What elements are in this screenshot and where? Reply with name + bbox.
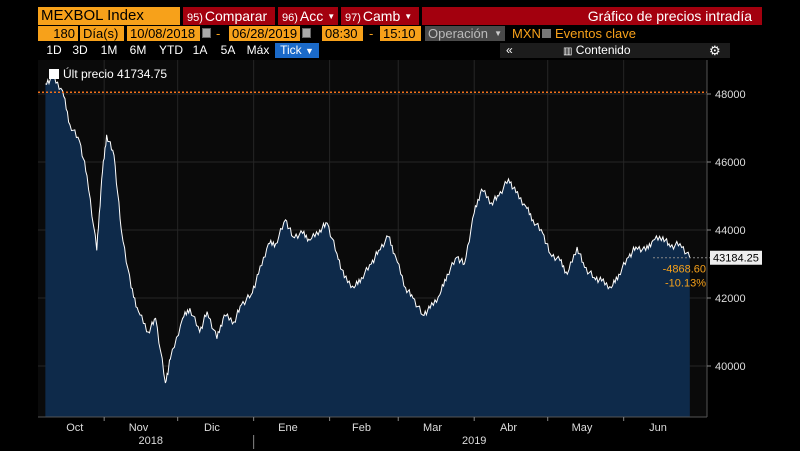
- period-button-max[interactable]: Máx: [246, 43, 270, 57]
- end-date-field[interactable]: 06/28/2019: [229, 26, 300, 41]
- last-value-tag: [710, 250, 762, 265]
- tick-select-label: Tick: [280, 43, 302, 57]
- chevron-down-icon: ▼: [404, 12, 413, 22]
- content-panel-bar: [500, 43, 730, 58]
- range-bar: 180 Día(s) 10/08/2018 - 06/28/2019 08:30…: [0, 26, 800, 42]
- x-tick-label: Mar: [423, 422, 442, 434]
- list-icon: ▥: [563, 46, 573, 57]
- compare-button[interactable]: 95) Comparar: [183, 7, 275, 25]
- period-count-field[interactable]: 180: [38, 26, 78, 41]
- compare-hotkey: 95): [187, 12, 203, 24]
- price-area: [45, 74, 690, 418]
- currency-label[interactable]: MXN: [512, 26, 541, 41]
- ticker-field[interactable]: MEXBOL Index: [38, 7, 180, 25]
- x-year-label: 2019: [462, 435, 486, 447]
- events-checkbox[interactable]: [542, 29, 551, 38]
- chevron-down-icon: ▼: [494, 29, 502, 38]
- actions-hotkey: 96): [282, 12, 298, 24]
- period-button-3d[interactable]: 3D: [72, 43, 88, 57]
- y-tick-label: 46000: [715, 157, 746, 169]
- chevron-down-icon: ▼: [327, 12, 336, 22]
- period-button-1a[interactable]: 1A: [192, 43, 208, 57]
- legend-label: Últ precio: [63, 67, 114, 81]
- period-button-ytd[interactable]: YTD: [159, 43, 183, 57]
- legend-swatch: [49, 69, 59, 79]
- period-button-1m[interactable]: 1M: [100, 43, 118, 57]
- range-separator: -: [216, 26, 221, 41]
- start-time-field[interactable]: 08:30: [322, 26, 363, 41]
- x-tick-label: Feb: [352, 422, 371, 434]
- legend-entry: Últ precio 41734.75: [63, 67, 167, 81]
- period-unit-select[interactable]: Día(s): [80, 26, 124, 41]
- x-tick-label: Oct: [66, 422, 83, 434]
- y-tick-label: 40000: [715, 361, 746, 373]
- period-button-1d[interactable]: 1D: [46, 43, 62, 57]
- time-separator: -: [369, 26, 374, 41]
- edit-label: Camb: [362, 8, 401, 24]
- ticker-text: MEXBOL Index: [41, 7, 144, 24]
- chart-title: Gráfico de precios intradía: [422, 7, 762, 25]
- change-value-label: -4868.60: [663, 264, 706, 276]
- chevron-down-icon: ▼: [304, 46, 314, 56]
- edit-hotkey: 97): [345, 12, 361, 24]
- x-tick-label: Dic: [204, 422, 220, 434]
- last-value-label: 43184.25: [713, 253, 759, 265]
- x-year-label: 2018: [138, 435, 162, 447]
- x-tick-label: Abr: [500, 422, 517, 434]
- actions-label: Acc: [299, 8, 324, 24]
- events-label: Eventos clave: [555, 26, 636, 41]
- change-pct-label: -10.13%: [665, 278, 706, 290]
- toolbar: 1D 3D 1M 6M YTD 1A 5A Máx Tick ▼ « ▥ Con…: [0, 42, 800, 58]
- content-button[interactable]: ▥ Contenido: [563, 43, 631, 58]
- start-date-field[interactable]: 10/08/2018: [127, 26, 200, 41]
- x-tick-label: Nov: [129, 422, 149, 434]
- actions-button[interactable]: 96) Acc ▼: [278, 7, 338, 25]
- price-line: [45, 73, 691, 384]
- field-select[interactable]: Operación ▼: [425, 26, 505, 41]
- edit-button[interactable]: 97) Camb ▼: [341, 7, 419, 25]
- compare-label: Comparar: [204, 8, 268, 24]
- calendar-icon[interactable]: [302, 28, 311, 38]
- period-button-6m[interactable]: 6M: [129, 43, 147, 57]
- period-button-5a[interactable]: 5A: [220, 43, 236, 57]
- y-tick-label: 44000: [715, 225, 746, 237]
- field-select-label: Operación: [428, 26, 488, 41]
- gear-icon[interactable]: ⚙: [709, 43, 721, 58]
- header-bar: MEXBOL Index 95) Comparar 96) Acc ▼ 97) Camb…: [0, 7, 800, 25]
- calendar-icon[interactable]: [202, 28, 211, 38]
- end-time-field[interactable]: 15:10: [380, 26, 421, 41]
- x-tick-label: Ene: [278, 422, 298, 434]
- y-tick-label: 48000: [715, 89, 746, 101]
- tick-select[interactable]: Tick ▼: [275, 43, 319, 58]
- collapse-icon[interactable]: «: [506, 43, 513, 57]
- legend-value: 41734.75: [117, 67, 168, 81]
- y-tick-label: 42000: [715, 293, 746, 305]
- price-chart[interactable]: 40000 42000 44000 46000 48000 43184.25 -4868.6…: [0, 58, 800, 451]
- x-tick-label: May: [572, 422, 593, 434]
- x-tick-label: Jun: [649, 422, 667, 434]
- content-label: Contenido: [575, 43, 631, 57]
